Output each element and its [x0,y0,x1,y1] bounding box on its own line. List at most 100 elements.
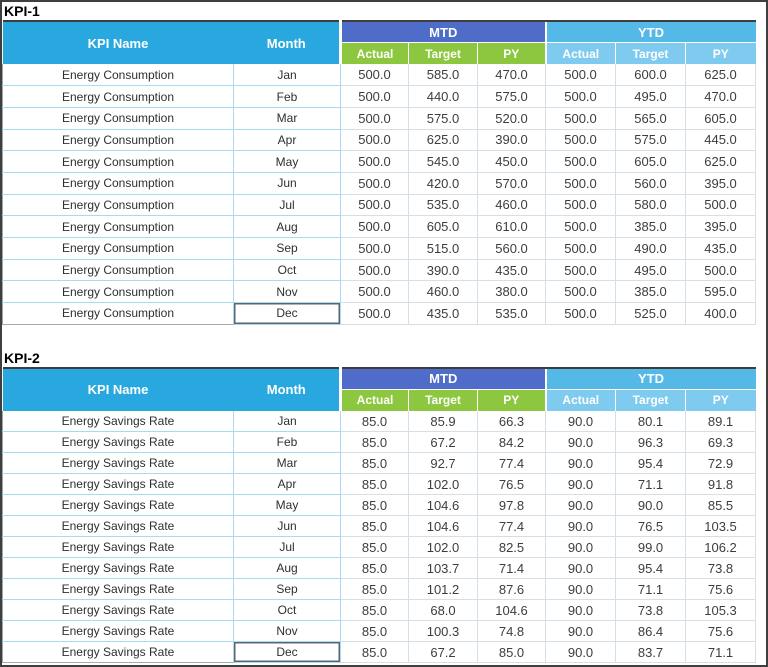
ytd-actual-cell[interactable]: 500.0 [545,172,616,195]
kpi-1-title[interactable]: KPI-1 [4,3,40,19]
kpi-name-cell[interactable]: Energy Consumption [2,237,234,260]
ytd-py-cell[interactable]: 69.3 [685,431,757,454]
mtd-target-cell[interactable]: 85.9 [408,410,478,433]
kpi-name-cell[interactable]: Energy Consumption [2,150,234,173]
ytd-actual-cell[interactable]: 90.0 [545,431,616,454]
mtd-target-cell[interactable]: 625.0 [408,129,478,152]
mtd-target-cell[interactable]: 104.6 [408,494,478,517]
ytd-target-cell[interactable]: 71.1 [615,473,686,496]
month-cell[interactable]: Oct [233,259,341,282]
ytd-actual-cell[interactable]: 500.0 [545,215,616,238]
kpi-name-cell[interactable]: Energy Consumption [2,64,234,87]
ytd-py-cell[interactable]: 435.0 [685,237,757,260]
mtd-target-cell[interactable]: 545.0 [408,150,478,173]
mtd-actual-cell[interactable]: 500.0 [340,302,409,325]
ytd-target-cell[interactable]: 86.4 [615,620,686,643]
ytd-actual-cell[interactable]: 500.0 [545,302,616,325]
mtd-py-cell[interactable]: 76.5 [476,473,546,496]
kpi-name-cell[interactable]: Energy Savings Rate [2,494,234,517]
month-cell[interactable]: Dec [233,302,341,325]
month-cell[interactable]: Sep [233,578,341,601]
ytd-py-cell[interactable]: 395.0 [685,215,757,238]
month-cell[interactable]: Sep [233,237,341,260]
ytd-target-cell[interactable]: 495.0 [615,85,686,108]
month-column-header[interactable]: Month [233,366,342,411]
mtd-py-cell[interactable]: 97.8 [476,494,546,517]
ytd-actual-cell[interactable]: 500.0 [545,107,616,130]
ytd-actual-cell[interactable]: 90.0 [545,578,616,601]
mtd-target-cell[interactable]: 103.7 [408,557,478,580]
ytd-actual-cell[interactable]: 500.0 [545,85,616,108]
mtd-target-cell[interactable]: 420.0 [408,172,478,195]
ytd-py-cell[interactable]: 75.6 [685,620,757,643]
ytd-target-cell[interactable]: 95.4 [615,452,686,475]
mtd-target-cell[interactable]: 435.0 [408,302,478,325]
ytd-target-cell[interactable]: 99.0 [615,536,686,559]
ytd-py-cell[interactable]: 625.0 [685,64,757,87]
mtd-target-cell[interactable]: 515.0 [408,237,478,260]
ytd-py-cell[interactable]: 500.0 [685,259,757,282]
ytd-py-cell[interactable]: 625.0 [685,150,757,173]
month-column-header[interactable]: Month [233,20,342,64]
mtd-py-cell[interactable]: 435.0 [476,259,546,282]
mtd-py-cell[interactable]: 84.2 [476,431,546,454]
mtd-target-cell[interactable]: 102.0 [408,473,478,496]
ytd-target-cell[interactable]: 605.0 [615,150,686,173]
mtd-py-cell[interactable]: 450.0 [476,150,546,173]
month-cell[interactable]: Nov [233,280,341,304]
mtd-actual-cell[interactable]: 500.0 [340,259,409,282]
mtd-py-cell[interactable]: 82.5 [476,536,546,559]
ytd-actual-cell[interactable]: 500.0 [545,259,616,282]
mtd-actual-cell[interactable]: 85.0 [340,641,409,664]
ytd-py-cell[interactable]: 91.8 [685,473,757,496]
kpi-name-cell[interactable]: Energy Consumption [2,129,234,152]
mtd-target-cell[interactable]: 102.0 [408,536,478,559]
ytd-py-cell[interactable]: 72.9 [685,452,757,475]
month-cell[interactable]: Apr [233,473,341,496]
month-cell[interactable]: Jan [233,64,341,87]
mtd-py-header[interactable]: PY [476,388,546,411]
ytd-group-header[interactable]: YTD [544,366,756,390]
kpi-name-cell[interactable]: Energy Savings Rate [2,452,234,475]
ytd-py-cell[interactable]: 89.1 [685,410,757,433]
ytd-py-cell[interactable]: 500.0 [685,194,757,217]
ytd-py-cell[interactable]: 71.1 [685,641,757,664]
mtd-group-header[interactable]: MTD [340,20,546,43]
mtd-py-cell[interactable]: 87.6 [476,578,546,601]
kpi-name-cell[interactable]: Energy Consumption [2,259,234,282]
ytd-actual-cell[interactable]: 500.0 [545,150,616,173]
ytd-target-cell[interactable]: 71.1 [615,578,686,601]
mtd-target-header[interactable]: Target [408,388,478,411]
mtd-actual-header[interactable]: Actual [340,42,409,64]
ytd-target-cell[interactable]: 490.0 [615,237,686,260]
ytd-py-header[interactable]: PY [685,388,756,411]
month-cell[interactable]: Feb [233,85,341,108]
mtd-py-cell[interactable]: 610.0 [476,215,546,238]
ytd-target-cell[interactable]: 385.0 [615,280,686,304]
ytd-py-cell[interactable]: 395.0 [685,172,757,195]
mtd-actual-cell[interactable]: 500.0 [340,107,409,130]
kpi-name-cell[interactable]: Energy Savings Rate [2,578,234,601]
kpi-name-cell[interactable]: Energy Savings Rate [2,473,234,496]
ytd-actual-cell[interactable]: 500.0 [545,280,616,304]
month-cell[interactable]: Aug [233,557,341,580]
mtd-target-cell[interactable]: 92.7 [408,452,478,475]
ytd-actual-cell[interactable]: 90.0 [545,620,616,643]
mtd-actual-cell[interactable]: 85.0 [340,452,409,475]
kpi-name-cell[interactable]: Energy Savings Rate [2,599,234,622]
ytd-target-cell[interactable]: 525.0 [615,302,686,325]
month-cell[interactable]: Mar [233,452,341,475]
ytd-target-cell[interactable]: 560.0 [615,172,686,195]
kpi-name-cell[interactable]: Energy Consumption [2,172,234,195]
ytd-target-cell[interactable]: 73.8 [615,599,686,622]
mtd-target-header[interactable]: Target [408,42,478,64]
mtd-py-cell[interactable]: 575.0 [476,85,546,108]
month-cell[interactable]: Oct [233,599,341,622]
mtd-target-cell[interactable]: 585.0 [408,64,478,87]
kpi-name-cell[interactable]: Energy Savings Rate [2,515,234,538]
ytd-py-header[interactable]: PY [685,42,756,64]
ytd-target-cell[interactable]: 385.0 [615,215,686,238]
kpi-name-cell[interactable]: Energy Consumption [2,215,234,238]
ytd-target-cell[interactable]: 565.0 [615,107,686,130]
ytd-actual-cell[interactable]: 500.0 [545,194,616,217]
